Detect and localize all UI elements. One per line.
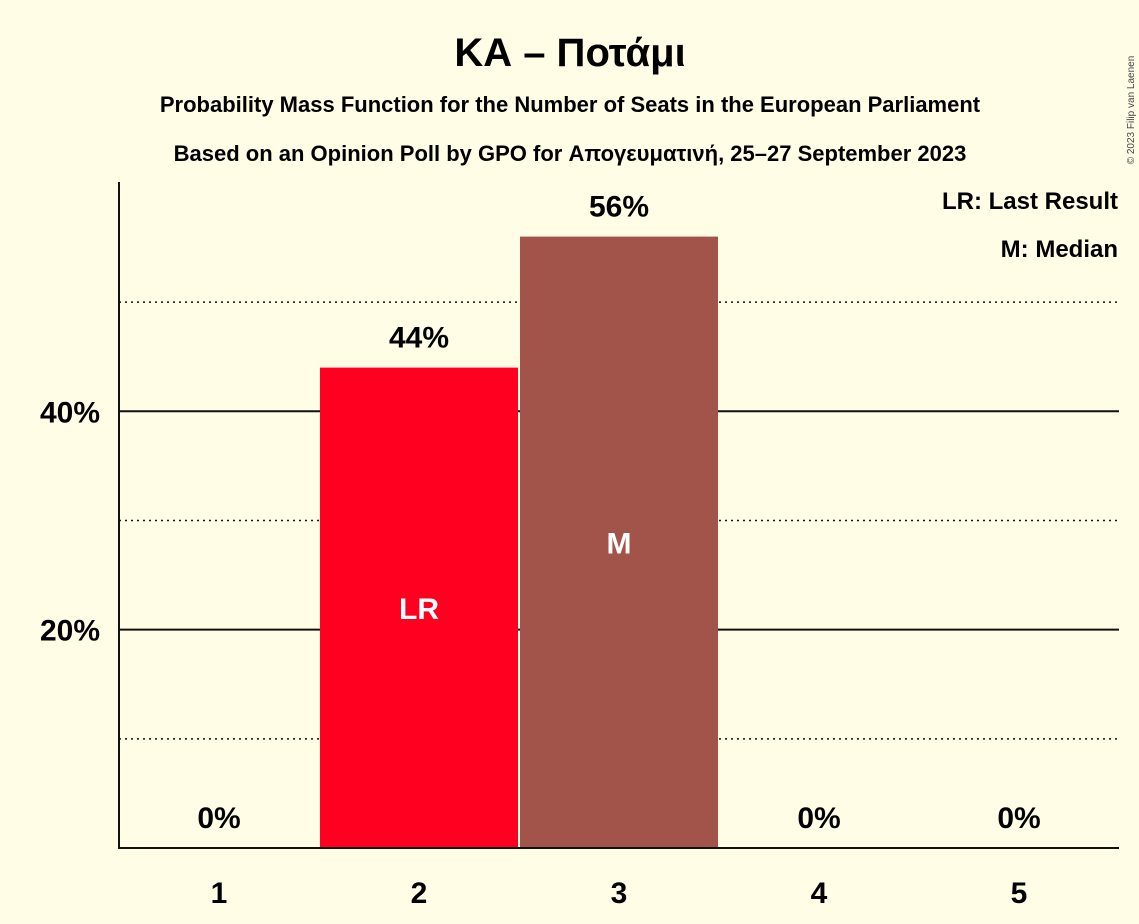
x-tick-label: 2	[411, 877, 428, 910]
bar-annotation: M	[607, 527, 632, 560]
value-label: 0%	[797, 802, 840, 835]
value-label: 0%	[197, 802, 240, 835]
legend-median: M: Median	[1001, 236, 1118, 263]
data-labels: 0% LR 44% M 56% 0% 0%	[194, 188, 1043, 838]
x-tick-label: 3	[611, 877, 628, 910]
value-label: 0%	[997, 802, 1040, 835]
x-tick-label: 5	[1011, 877, 1028, 910]
y-tick-label: 40%	[40, 396, 100, 429]
value-label: 56%	[589, 191, 649, 224]
chart-subtitle-line-2: Based on an Opinion Poll by GPO for Απογ…	[174, 141, 967, 166]
x-tick-labels: 1 2 3 4 5	[211, 877, 1028, 910]
copyright-notice: © 2023 Filip van Laenen	[1126, 56, 1137, 165]
bar-annotation: LR	[399, 593, 439, 626]
bar-seats-2	[320, 367, 518, 848]
value-label: 44%	[389, 322, 449, 355]
bars	[320, 236, 718, 849]
bar-seats-3	[520, 236, 718, 849]
y-tick-label: 20%	[40, 615, 100, 648]
chart-subtitle-line-1: Probability Mass Function for the Number…	[160, 92, 981, 117]
legend-last-result: LR: Last Result	[942, 188, 1118, 215]
y-tick-labels: 20% 40%	[40, 396, 100, 647]
chart-title: ΚΑ – Ποτάμι	[454, 31, 685, 75]
x-tick-label: 1	[211, 877, 228, 910]
x-tick-label: 4	[811, 877, 828, 910]
